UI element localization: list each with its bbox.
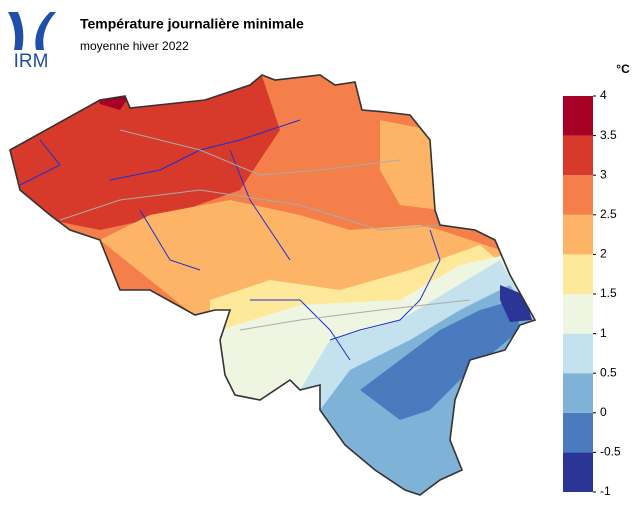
tick-label: 0.5 [600, 365, 617, 379]
color-bin [563, 135, 593, 176]
tick-label: 4 [600, 88, 607, 102]
color-bin [563, 333, 593, 374]
color-bin [563, 412, 593, 453]
color-bin [563, 294, 593, 334]
color-bin [563, 214, 593, 255]
logo-text: IRM [14, 51, 49, 72]
tick-label: 2 [600, 247, 607, 261]
tick-label: 1 [600, 326, 607, 340]
rivers [19, 119, 441, 361]
tick-label: 3.5 [600, 128, 617, 142]
tick-label: -1 [600, 484, 611, 498]
color-bin [563, 175, 593, 215]
tick-label: 0 [600, 405, 607, 419]
tick-label: 3 [600, 167, 607, 181]
color-bar: -1 -0.5 0 0.5 1 1.5 2 2.5 3 3.5 4 [563, 88, 621, 498]
color-bin [563, 373, 593, 413]
color-bin [563, 96, 593, 136]
logo: IRM [8, 12, 56, 72]
color-bin [563, 254, 593, 294]
tick-label: 1.5 [600, 286, 617, 300]
color-bin [563, 452, 593, 492]
legend-unit: °C [616, 62, 630, 76]
tick-label: 2.5 [600, 207, 617, 221]
title: Température journalière minimale [80, 16, 304, 32]
subtitle: moyenne hiver 2022 [80, 39, 189, 53]
borders [59, 129, 471, 331]
tick-label: -0.5 [600, 445, 621, 459]
